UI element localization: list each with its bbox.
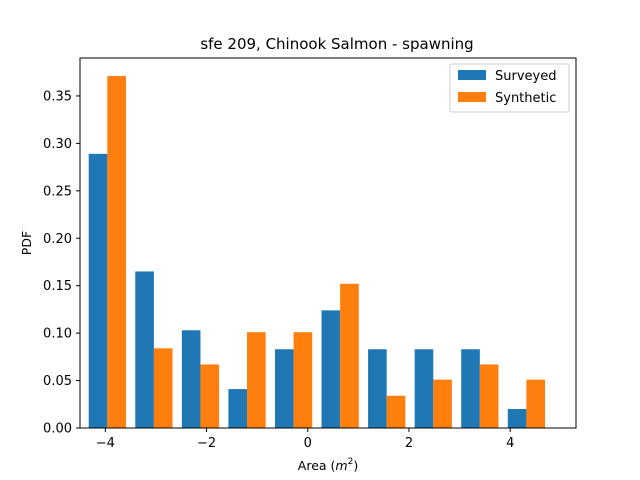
axes-frame	[79, 57, 577, 429]
chart-title: sfe 209, Chinook Salmon - spawning	[200, 35, 473, 53]
y-tick-label: 0.25	[43, 184, 72, 199]
y-tick-label: 0.00	[43, 422, 72, 437]
x-tick-label: −2	[197, 436, 216, 451]
bar-surveyed-9	[507, 409, 527, 428]
y-tick-label: 0.10	[43, 327, 72, 342]
x-tick-label: −4	[96, 436, 115, 451]
y-tick-label: 0.15	[43, 279, 72, 294]
x-axis-label-var: m	[335, 458, 347, 473]
bar-surveyed-4	[274, 349, 294, 428]
x-tick-label: 0	[304, 436, 312, 451]
bar-synthetic-5	[340, 283, 359, 428]
bar-synthetic-9	[526, 379, 546, 428]
legend-label-synthetic: Synthetic	[495, 91, 556, 106]
bar-surveyed-0	[88, 153, 108, 429]
legend-label-surveyed: Surveyed	[495, 69, 556, 84]
legend-swatch-synthetic	[458, 92, 486, 102]
x-axis-label-end: )	[353, 458, 358, 473]
bar-synthetic-7	[433, 379, 452, 428]
bar-surveyed-8	[461, 349, 480, 428]
bar-synthetic-0	[107, 76, 126, 429]
legend: Surveyed Synthetic	[449, 63, 570, 113]
bar-synthetic-2	[200, 364, 220, 428]
y-axis-label: PDF	[19, 231, 34, 255]
bar-synthetic-4	[293, 332, 313, 428]
bars-group	[88, 76, 546, 429]
bar-surveyed-2	[181, 330, 201, 428]
bar-synthetic-3	[247, 332, 266, 428]
y-tick-label: 0.20	[43, 232, 72, 247]
x-axis-label: Area (m2)	[298, 457, 358, 473]
y-axis: 0.00 0.05 0.10 0.15 0.20 0.25 0.30 0.35	[43, 89, 80, 437]
bar-synthetic-8	[479, 364, 499, 428]
bar-surveyed-5	[321, 310, 341, 428]
legend-swatch-surveyed	[458, 70, 486, 80]
bar-surveyed-3	[228, 389, 248, 428]
x-axis: −4 −2 0 2 4	[96, 428, 514, 451]
bar-surveyed-7	[414, 349, 434, 428]
y-tick-label: 0.05	[43, 374, 72, 389]
y-tick-label: 0.30	[43, 137, 72, 152]
x-tick-label: 2	[405, 436, 413, 451]
x-axis-label-base: Area (	[298, 458, 336, 473]
x-axis-label-sup: 2	[348, 457, 354, 467]
bar-synthetic-1	[153, 348, 173, 428]
bar-surveyed-6	[368, 349, 387, 428]
bar-synthetic-6	[386, 395, 406, 428]
y-tick-label: 0.35	[43, 89, 72, 104]
bar-surveyed-1	[135, 271, 154, 428]
x-tick-label: 4	[506, 436, 514, 451]
